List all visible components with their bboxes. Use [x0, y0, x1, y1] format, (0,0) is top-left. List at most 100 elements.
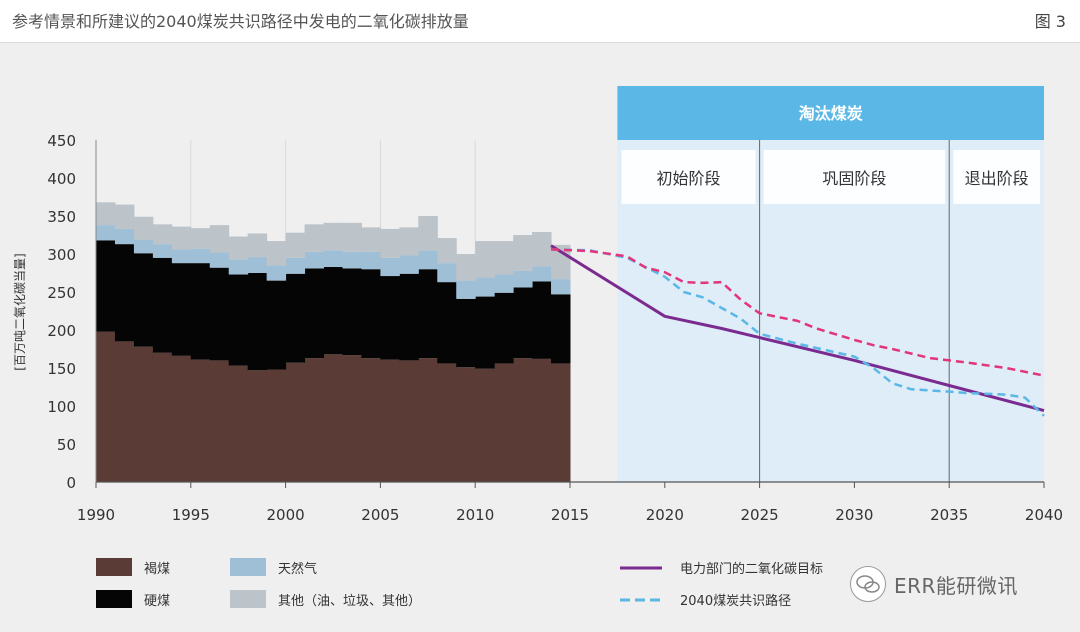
area-other-2010: [475, 241, 495, 278]
y-tick-label-100: 100: [47, 398, 76, 416]
area-other-1998: [247, 233, 268, 258]
area-natural_gas-1995: [190, 248, 211, 264]
area-natural_gas-1991: [114, 228, 135, 245]
area-hard_coal-2009: [456, 298, 476, 368]
area-lignite-2013: [532, 358, 552, 482]
area-other-2008: [437, 238, 457, 264]
legend-swatch-other: [230, 590, 266, 608]
phase-banner: [617, 86, 1044, 140]
chart-title: 参考情景和所建议的2040煤炭共识路径中发电的二氧化碳排放量: [12, 12, 469, 31]
y-tick-label-200: 200: [47, 322, 76, 340]
area-hard_coal-1997: [228, 274, 249, 366]
area-other-2004: [361, 227, 381, 252]
figure-number: 图 3: [1034, 12, 1066, 31]
area-lignite-2009: [456, 367, 476, 482]
stacked-areas: [96, 202, 571, 482]
area-other-1995: [190, 228, 211, 249]
area-hard_coal-2011: [494, 292, 514, 364]
area-other-1999: [266, 241, 287, 266]
area-other-2002: [323, 222, 343, 251]
area-natural_gas-1996: [209, 252, 230, 268]
area-hard_coal-1998: [247, 273, 268, 371]
area-lignite-2011: [494, 363, 514, 482]
area-other-2001: [304, 224, 325, 252]
area-natural_gas-2013: [532, 266, 552, 282]
y-tick-label-350: 350: [47, 208, 76, 226]
legend-swatch-natural_gas: [230, 558, 266, 576]
area-hard_coal-2014: [551, 294, 571, 364]
area-natural_gas-2007: [418, 250, 438, 270]
area-hard_coal-1996: [209, 267, 230, 361]
wechat-icon: [850, 566, 886, 602]
area-hard_coal-2013: [532, 281, 552, 359]
area-natural_gas-2010: [475, 277, 495, 297]
area-hard_coal-1999: [266, 280, 287, 370]
area-other-1992: [133, 216, 154, 240]
area-lignite-2001: [304, 358, 325, 482]
area-other-2005: [380, 228, 400, 258]
y-tick-label-0: 0: [66, 474, 76, 492]
y-tick-label-400: 400: [47, 170, 76, 188]
area-natural_gas-2002: [323, 250, 343, 267]
area-natural_gas-2000: [285, 257, 306, 274]
area-lignite-1998: [247, 370, 268, 482]
area-natural_gas-1997: [228, 259, 249, 275]
legend-swatch-lignite: [96, 558, 132, 576]
phase-box-1: [621, 150, 756, 204]
line-pathway_line: [550, 248, 1045, 417]
area-hard_coal-1995: [190, 263, 211, 360]
area-natural_gas-2006: [399, 255, 419, 274]
legend-label-target_line: 电力部门的二氧化碳目标: [680, 561, 823, 577]
area-natural_gas-2009: [456, 280, 476, 299]
axes: 0 50 100 150 200 250 300 350 400 450 1990 1995 2000 2…: [13, 132, 1063, 524]
area-other-1990: [96, 202, 116, 226]
area-lignite-2008: [437, 363, 457, 482]
y-tick-label-300: 300: [47, 246, 76, 264]
area-other-2003: [342, 222, 362, 252]
area-lignite-1997: [228, 365, 249, 482]
area-lignite-1990: [96, 331, 116, 482]
area-lignite-2006: [399, 360, 419, 482]
watermark-text: ERR能研微讯: [894, 574, 1018, 598]
area-hard_coal-2003: [342, 268, 362, 356]
x-tick-label-2010: 2010: [456, 506, 494, 524]
area-other-1996: [209, 225, 230, 253]
legend-label-natural_gas: 天然气: [278, 561, 317, 577]
y-axis-label: [百万吨二氧化碳当量]: [13, 253, 27, 370]
area-other-2011: [494, 241, 514, 275]
x-tick-label-1990: 1990: [77, 506, 115, 524]
area-other-2007: [418, 216, 438, 251]
area-other-2006: [399, 227, 419, 256]
phase-label-2: 巩固阶段: [822, 169, 886, 188]
area-lignite-1992: [133, 346, 154, 482]
x-tick-label-2005: 2005: [361, 506, 399, 524]
area-natural_gas-2005: [380, 257, 400, 277]
area-other-2013: [532, 231, 552, 267]
area-hard_coal-2000: [285, 273, 306, 363]
area-lignite-2014: [551, 363, 571, 482]
header-bar: 参考情景和所建议的2040煤炭共识路径中发电的二氧化碳排放量 图 3: [0, 0, 1080, 43]
legend-swatch-hard_coal: [96, 590, 132, 608]
area-hard_coal-2004: [361, 269, 381, 359]
area-lignite-1991: [114, 341, 135, 482]
area-lignite-2003: [342, 355, 362, 482]
area-hard_coal-1990: [96, 240, 116, 332]
area-hard_coal-1991: [114, 244, 135, 342]
area-natural_gas-1999: [266, 265, 287, 281]
area-lignite-2012: [513, 358, 533, 482]
area-hard_coal-2006: [399, 273, 419, 361]
legend-label-hard_coal: 硬煤: [144, 594, 170, 609]
area-natural_gas-1992: [133, 239, 154, 254]
line-reference_line: [550, 248, 1045, 377]
area-lignite-2004: [361, 358, 381, 482]
area-hard_coal-1994: [171, 263, 192, 356]
legend-label-pathway_line: 2040煤炭共识路径: [680, 593, 791, 609]
area-lignite-1999: [266, 369, 287, 482]
area-natural_gas-2003: [342, 251, 362, 269]
area-natural_gas-1990: [96, 225, 116, 241]
y-tick-label-450: 450: [47, 132, 76, 150]
phase-box-3: [953, 150, 1040, 204]
area-natural_gas-2004: [361, 251, 381, 270]
